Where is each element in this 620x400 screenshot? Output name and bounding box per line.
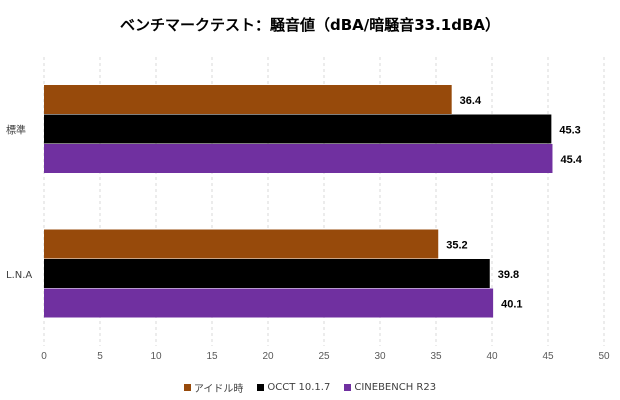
legend-swatch: [257, 384, 265, 391]
x-tick-label: 40: [486, 351, 498, 362]
legend-item: OCCT 10.1.7: [257, 380, 330, 395]
bar: [44, 229, 439, 259]
x-tick-label: 45: [542, 351, 554, 362]
bar: [44, 114, 552, 144]
bar: [44, 144, 553, 173]
x-tick-label: 30: [374, 351, 386, 362]
x-tick-label: 5: [97, 351, 103, 362]
x-tick-label: 25: [318, 351, 330, 362]
legend-label: アイドル時: [193, 384, 244, 395]
legend-item: アイドル時: [183, 380, 244, 395]
legend-swatch: [183, 384, 191, 391]
legend-swatch: [344, 384, 352, 391]
legend: アイドル時 OCCT 10.1.7 CINEBENCH R23: [0, 380, 620, 395]
bar: [44, 259, 490, 288]
bar: [44, 288, 494, 318]
x-tick-label: 20: [262, 351, 274, 362]
data-label: 45.4: [560, 154, 582, 166]
x-tick-label: 10: [150, 351, 162, 362]
x-tick-label: 15: [206, 351, 218, 362]
data-label: 36.4: [460, 95, 482, 107]
x-tick-label: 35: [430, 351, 442, 362]
data-label: 45.3: [559, 124, 580, 136]
chart-title: ベンチマークテスト：騒音値（dBA/暗騒音33.1dBA）: [119, 16, 501, 34]
legend-label: CINEBENCH R23: [354, 382, 437, 393]
data-label: 39.8: [498, 269, 519, 281]
bar: [44, 85, 452, 114]
data-label: 40.1: [501, 298, 522, 310]
x-tick-label: 0: [41, 351, 47, 362]
legend-item: CINEBENCH R23: [344, 380, 436, 395]
x-tick-label: 50: [598, 351, 610, 362]
category-label: 標準: [6, 123, 26, 136]
data-label: 35.2: [446, 239, 467, 251]
category-label: L.N.A: [6, 270, 32, 281]
legend-label: OCCT 10.1.7: [267, 382, 331, 393]
